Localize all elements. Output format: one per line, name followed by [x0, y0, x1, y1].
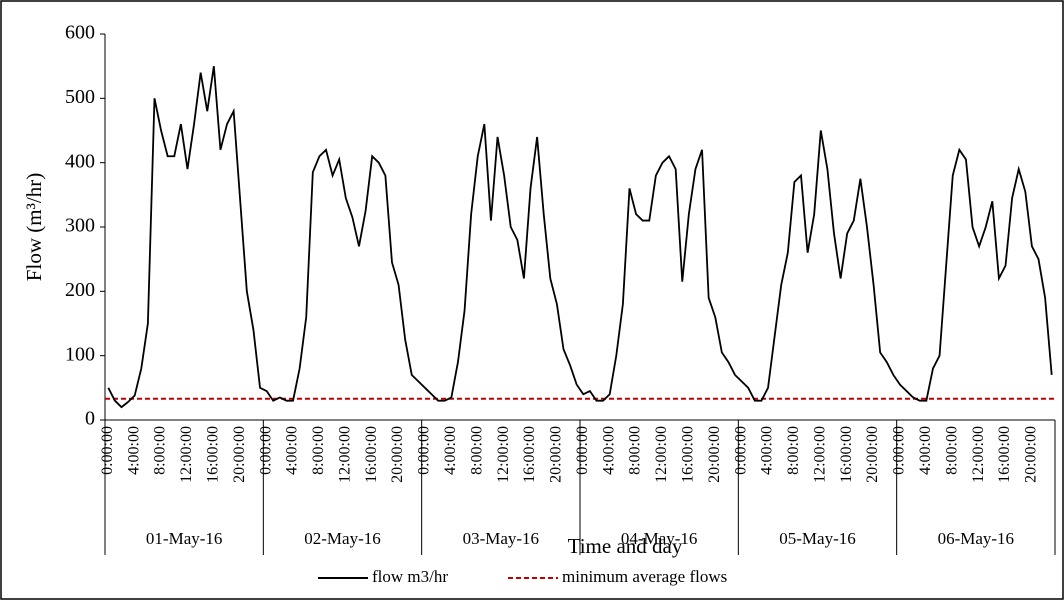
x-tick-label: 8:00:00	[785, 426, 802, 475]
y-tick-label: 0	[85, 408, 95, 430]
x-tick-label: 12:00:00	[495, 426, 512, 483]
y-tick-label: 600	[65, 22, 95, 44]
x-tick-label: 20:00:00	[548, 426, 565, 483]
day-label: 05-May-16	[779, 529, 855, 548]
day-label: 03-May-16	[463, 529, 539, 548]
x-tick-label: 4:00:00	[759, 426, 776, 475]
legend-label: flow m3/hr	[372, 567, 448, 586]
y-tick-label: 300	[65, 215, 95, 237]
x-tick-label: 0:00:00	[99, 426, 116, 475]
x-tick-label: 4:00:00	[442, 426, 459, 475]
x-tick-label: 16:00:00	[205, 426, 222, 483]
x-tick-label: 20:00:00	[231, 426, 248, 483]
y-axis-title: Flow (m³/hr)	[22, 173, 46, 281]
x-tick-label: 12:00:00	[178, 426, 195, 483]
x-tick-label: 12:00:00	[970, 426, 987, 483]
x-tick-label: 20:00:00	[1023, 426, 1040, 483]
x-tick-label: 4:00:00	[284, 426, 301, 475]
x-tick-label: 8:00:00	[310, 426, 327, 475]
x-tick-label: 12:00:00	[653, 426, 670, 483]
x-tick-label: 8:00:00	[943, 426, 960, 475]
x-tick-label: 8:00:00	[152, 426, 169, 475]
x-tick-label: 0:00:00	[257, 426, 274, 475]
x-tick-label: 12:00:00	[336, 426, 353, 483]
x-axis-title: Time and day	[568, 534, 683, 558]
x-tick-label: 20:00:00	[389, 426, 406, 483]
y-tick-label: 100	[65, 343, 95, 365]
x-tick-label: 0:00:00	[574, 426, 591, 475]
x-tick-label: 0:00:00	[891, 426, 908, 475]
day-label: 01-May-16	[146, 529, 222, 548]
x-tick-label: 16:00:00	[363, 426, 380, 483]
y-tick-label: 400	[65, 150, 95, 172]
x-tick-label: 20:00:00	[706, 426, 723, 483]
x-tick-label: 4:00:00	[917, 426, 934, 475]
x-tick-label: 0:00:00	[416, 426, 433, 475]
x-tick-label: 16:00:00	[996, 426, 1013, 483]
y-tick-label: 500	[65, 86, 95, 108]
x-tick-label: 4:00:00	[125, 426, 142, 475]
legend-label: minimum average flows	[562, 567, 727, 586]
x-tick-label: 12:00:00	[811, 426, 828, 483]
x-tick-label: 4:00:00	[600, 426, 617, 475]
day-label: 04-May-16	[621, 529, 697, 548]
x-tick-label: 0:00:00	[732, 426, 749, 475]
x-tick-label: 16:00:00	[680, 426, 697, 483]
x-tick-label: 8:00:00	[468, 426, 485, 475]
x-tick-label: 16:00:00	[838, 426, 855, 483]
day-label: 02-May-16	[304, 529, 380, 548]
flow-line	[107, 66, 1053, 409]
x-tick-label: 16:00:00	[521, 426, 538, 483]
y-tick-label: 200	[65, 279, 95, 301]
day-label: 06-May-16	[938, 529, 1014, 548]
x-tick-label: 8:00:00	[627, 426, 644, 475]
x-tick-label: 20:00:00	[864, 426, 881, 483]
